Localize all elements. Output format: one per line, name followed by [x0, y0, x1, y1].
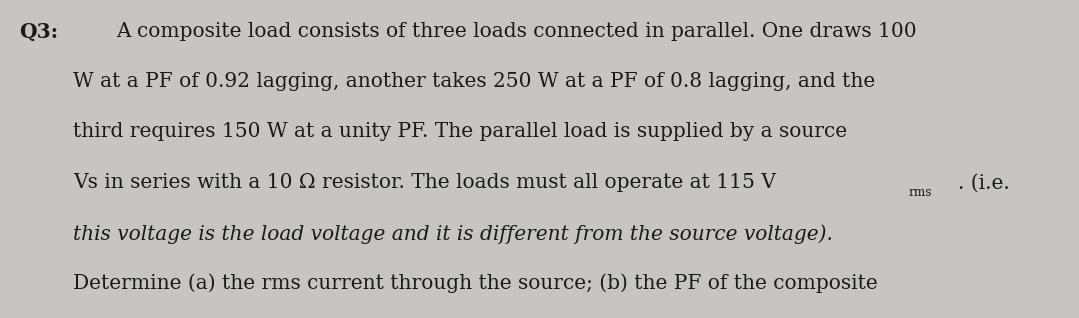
Text: rms: rms [909, 186, 932, 199]
Text: A composite load consists of three loads connected in parallel. One draws 100: A composite load consists of three loads… [117, 22, 917, 41]
Text: W at a PF of 0.92 lagging, another takes 250 W at a PF of 0.8 lagging, and the: W at a PF of 0.92 lagging, another takes… [73, 72, 876, 91]
Text: Q3:: Q3: [19, 22, 58, 42]
Text: Vs in series with a 10 Ω resistor. The loads must all operate at 115 V: Vs in series with a 10 Ω resistor. The l… [73, 173, 776, 192]
Text: third requires 150 W at a unity PF. The parallel load is supplied by a source: third requires 150 W at a unity PF. The … [73, 122, 847, 142]
Text: this voltage is the load voltage and it is different from the source voltage).: this voltage is the load voltage and it … [73, 224, 833, 244]
Text: Determine (a) the rms current through the source; (b) the PF of the composite: Determine (a) the rms current through th… [73, 273, 878, 293]
Text: . (i.e.: . (i.e. [958, 173, 1010, 192]
